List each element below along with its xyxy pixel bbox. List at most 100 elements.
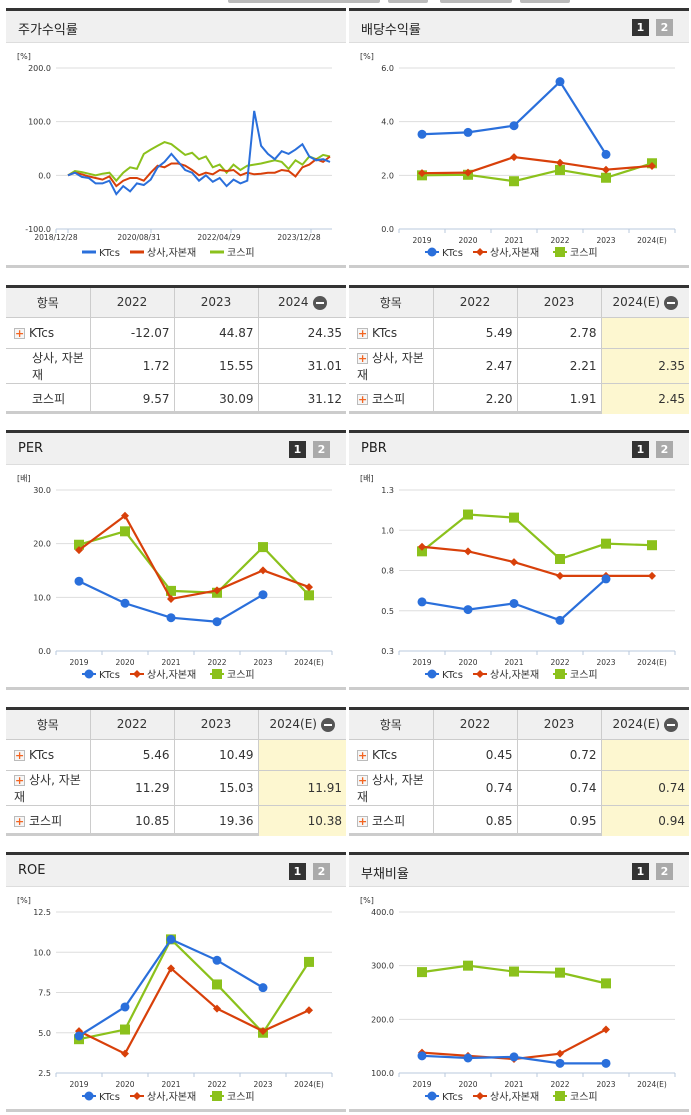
data-point[interactable]: [120, 1024, 130, 1035]
data-point[interactable]: [648, 571, 656, 580]
data-point[interactable]: [120, 1002, 130, 1012]
data-point[interactable]: [84, 1091, 94, 1101]
row-label[interactable]: + 코스피: [349, 805, 434, 836]
data-point[interactable]: [555, 1091, 565, 1101]
data-point[interactable]: [601, 538, 611, 549]
data-point[interactable]: [166, 585, 176, 596]
expand-icon[interactable]: +: [357, 351, 368, 365]
data-point[interactable]: [509, 598, 519, 608]
data-point[interactable]: [84, 669, 94, 679]
page-2-button[interactable]: 2: [313, 863, 330, 880]
data-point[interactable]: [74, 1031, 84, 1041]
row-label[interactable]: + 상사, 자본재: [6, 770, 91, 806]
page-2-button[interactable]: 2: [313, 441, 330, 458]
data-point[interactable]: [259, 1027, 267, 1036]
data-point[interactable]: [555, 77, 565, 87]
data-point[interactable]: [258, 542, 268, 553]
data-point[interactable]: [648, 161, 656, 170]
data-point[interactable]: [212, 669, 222, 679]
data-point[interactable]: [602, 165, 610, 174]
data-point[interactable]: [510, 558, 518, 567]
expand-icon[interactable]: +: [357, 326, 368, 340]
data-point[interactable]: [463, 127, 473, 137]
data-point[interactable]: [213, 586, 221, 595]
data-point[interactable]: [463, 1053, 473, 1063]
data-point[interactable]: [418, 542, 426, 551]
data-point[interactable]: [133, 670, 141, 678]
data-point[interactable]: [167, 964, 175, 973]
data-point[interactable]: [647, 540, 657, 551]
expand-icon[interactable]: +: [14, 326, 25, 340]
row-label[interactable]: + 코스피: [6, 805, 91, 836]
data-point[interactable]: [417, 129, 427, 139]
data-point[interactable]: [258, 590, 268, 600]
data-point[interactable]: [305, 583, 313, 592]
expand-icon[interactable]: +: [357, 393, 368, 407]
data-point[interactable]: [476, 248, 484, 256]
page-1-button[interactable]: 1: [289, 863, 306, 880]
data-point[interactable]: [427, 1091, 437, 1101]
data-point[interactable]: [74, 576, 84, 586]
data-point[interactable]: [601, 149, 611, 159]
data-point[interactable]: [259, 566, 267, 575]
data-point[interactable]: [258, 983, 268, 993]
expand-icon[interactable]: +: [357, 748, 368, 762]
collapse-icon[interactable]: [312, 295, 327, 310]
page-2-button[interactable]: 2: [656, 19, 673, 36]
data-point[interactable]: [427, 247, 437, 257]
page-2-button[interactable]: 2: [656, 441, 673, 458]
collapse-icon[interactable]: [663, 717, 678, 732]
collapse-icon[interactable]: [320, 717, 335, 732]
data-point[interactable]: [417, 546, 427, 557]
collapse-icon[interactable]: [663, 295, 678, 310]
data-point[interactable]: [509, 176, 519, 187]
data-point[interactable]: [601, 1058, 611, 1068]
data-point[interactable]: [417, 597, 427, 607]
data-point[interactable]: [212, 617, 222, 627]
data-point[interactable]: [304, 956, 314, 967]
top-tab[interactable]: [520, 0, 570, 3]
data-point[interactable]: [556, 1049, 564, 1058]
data-point[interactable]: [509, 1052, 519, 1062]
data-point[interactable]: [555, 247, 565, 257]
data-point[interactable]: [556, 158, 564, 167]
row-label[interactable]: + 코스피: [349, 383, 434, 414]
data-point[interactable]: [464, 547, 472, 556]
data-point[interactable]: [75, 546, 83, 555]
data-point[interactable]: [601, 172, 611, 183]
data-point[interactable]: [133, 1092, 141, 1100]
data-point[interactable]: [463, 509, 473, 520]
top-tab[interactable]: [228, 0, 380, 3]
data-point[interactable]: [167, 594, 175, 603]
data-point[interactable]: [121, 1049, 129, 1058]
page-1-button[interactable]: 1: [289, 441, 306, 458]
page-2-button[interactable]: 2: [656, 863, 673, 880]
data-point[interactable]: [120, 598, 130, 608]
top-tab[interactable]: [388, 0, 428, 3]
data-point[interactable]: [555, 669, 565, 679]
data-point[interactable]: [417, 1051, 427, 1061]
data-point[interactable]: [121, 511, 129, 520]
data-point[interactable]: [509, 512, 519, 523]
expand-icon[interactable]: +: [14, 748, 25, 762]
data-point[interactable]: [555, 1058, 565, 1068]
data-point[interactable]: [464, 168, 472, 177]
data-point[interactable]: [213, 1004, 221, 1013]
data-point[interactable]: [602, 1025, 610, 1034]
expand-icon[interactable]: +: [14, 815, 25, 829]
data-point[interactable]: [120, 526, 130, 537]
row-label[interactable]: + 상사, 자본재: [349, 770, 434, 806]
data-point[interactable]: [601, 574, 611, 584]
expand-icon[interactable]: +: [357, 773, 368, 787]
data-point[interactable]: [509, 121, 519, 131]
row-label[interactable]: + KTcs: [6, 739, 91, 771]
expand-icon[interactable]: +: [357, 815, 368, 829]
data-point[interactable]: [417, 967, 427, 978]
row-label[interactable]: + KTcs: [349, 317, 434, 349]
data-point[interactable]: [463, 960, 473, 971]
data-point[interactable]: [304, 590, 314, 601]
data-point[interactable]: [305, 1006, 313, 1015]
data-point[interactable]: [74, 539, 84, 550]
data-point[interactable]: [212, 1091, 222, 1101]
data-point[interactable]: [463, 605, 473, 615]
